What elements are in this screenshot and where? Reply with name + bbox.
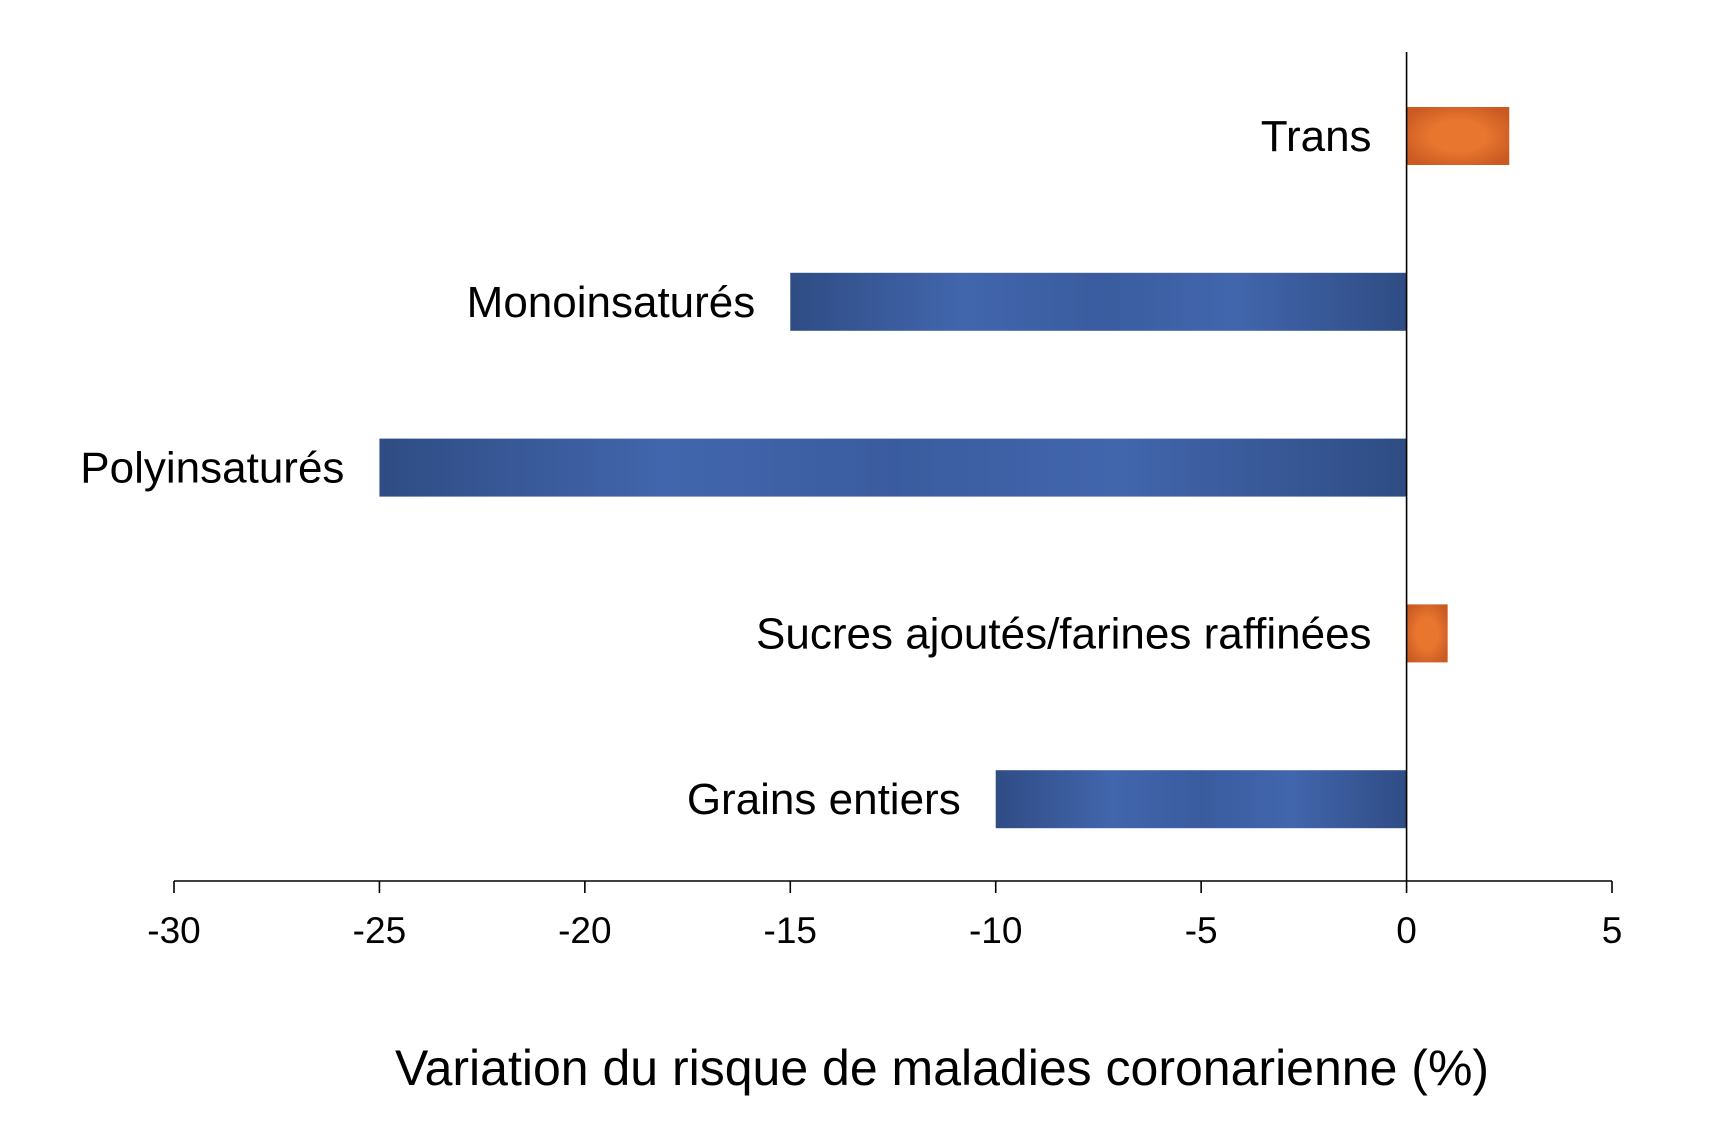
category-label-monoinsatures: Monoinsaturés <box>467 278 756 327</box>
bar-grains-entiers <box>995 770 1407 829</box>
category-label-grains-entiers: Grains entiers <box>687 775 961 824</box>
axes-group: -30 -25 -20 -15 -10 -5 0 5 <box>147 52 1622 951</box>
bar-monoinsatures <box>790 272 1407 331</box>
x-tick-label: -25 <box>353 910 406 951</box>
category-labels-group: Trans Monoinsaturés Polyinsaturés Sucres aj… <box>80 112 1371 824</box>
x-tick-label: -30 <box>147 910 200 951</box>
bar-sucres-ajoutes-farines-raffinees <box>1406 604 1448 663</box>
category-label-sucres-ajoutes-farines-raffinees: Sucres ajoutés/farines raffinées <box>756 609 1372 658</box>
x-tick-label: -20 <box>558 910 611 951</box>
bar-trans <box>1406 107 1510 165</box>
x-axis-title: Variation du risque de maladies coronari… <box>395 1040 1489 1096</box>
category-label-trans: Trans <box>1261 112 1372 161</box>
x-tick-label: 0 <box>1396 910 1417 951</box>
x-tick-label: -15 <box>764 910 817 951</box>
x-tick-label: 5 <box>1602 910 1623 951</box>
x-tick-label: -10 <box>969 910 1022 951</box>
x-tick-label: -5 <box>1185 910 1218 951</box>
bars-group <box>379 107 1510 829</box>
category-label-polyinsatures: Polyinsaturés <box>80 444 344 493</box>
bar-polyinsatures <box>379 438 1407 497</box>
